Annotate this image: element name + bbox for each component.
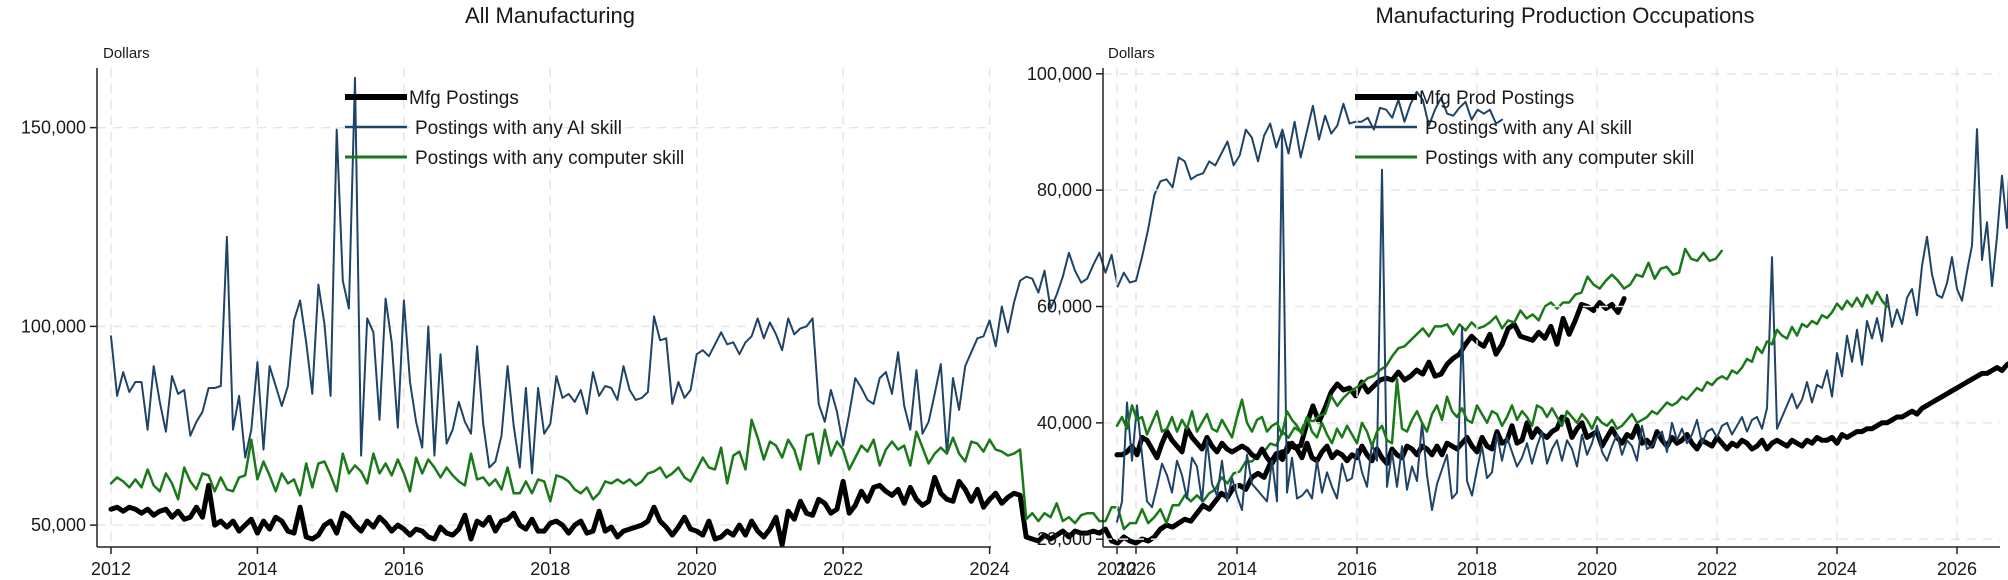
grid-lines <box>1103 68 2000 545</box>
x-tick-label: 2026 <box>1116 559 1156 579</box>
tick-labels: 20,000 40,000 60,000 80,000 100,000 2012 2014 2… <box>1027 64 1977 579</box>
series-lines <box>108 76 1723 548</box>
x-tick-label: 2020 <box>1577 559 1617 579</box>
chart-title: Manufacturing Production Occupations <box>1375 3 1754 28</box>
x-tick-label: 2022 <box>1697 559 1737 579</box>
y-tick-label: 80,000 <box>1037 180 1092 200</box>
x-tick-label: 2018 <box>530 559 570 579</box>
chart-panel-all-manufacturing: All Manufacturing Dollars 50,000 100,000 1… <box>21 3 1723 579</box>
legend-label: Mfg Prod Postings <box>1419 88 1574 109</box>
y-tick-label: 150,000 <box>21 118 86 138</box>
x-tick-label: 2024 <box>970 559 1010 579</box>
axes <box>1096 68 2000 554</box>
x-tick-label: 2024 <box>1817 559 1857 579</box>
y-axis-unit-label: Dollars <box>103 45 150 62</box>
legend-label: Postings with any AI skill <box>1425 118 1632 139</box>
x-tick-label: 2012 <box>1097 559 1137 579</box>
legend: Mfg Postings Postings with any AI skill Po… <box>345 88 684 169</box>
y-tick-label: 20,000 <box>1037 529 1092 549</box>
series-line-3 <box>109 247 1723 531</box>
x-tick-label: 2026 <box>1937 559 1977 579</box>
y-axis-unit-label: Dollars <box>1108 45 1155 62</box>
series-line-2 <box>1116 128 2008 523</box>
x-tick-label: 2014 <box>1217 559 1257 579</box>
series-line-2 <box>110 76 1504 475</box>
legend: Mfg Prod Postings Postings with any AI sk… <box>1355 88 1694 169</box>
tick-labels: 50,000 100,000 150,000 2012 2014 2016 2018 2020… <box>21 118 1156 579</box>
x-tick-label: 2020 <box>677 559 717 579</box>
legend-label: Mfg Postings <box>409 88 519 109</box>
y-tick-label: 100,000 <box>1027 64 1092 84</box>
series-lines <box>1114 128 2008 523</box>
y-tick-label: 40,000 <box>1037 413 1092 433</box>
y-tick-label: 50,000 <box>31 515 86 535</box>
axes <box>90 68 1137 554</box>
x-tick-label: 2014 <box>237 559 277 579</box>
y-tick-label: 100,000 <box>21 316 86 336</box>
grid-lines <box>97 68 1137 545</box>
legend-label: Postings with any computer skill <box>415 148 684 169</box>
legend-label: Postings with any AI skill <box>415 118 622 139</box>
series-line-3 <box>1115 290 1889 448</box>
x-tick-label: 2012 <box>91 559 131 579</box>
x-tick-label: 2018 <box>1457 559 1497 579</box>
series-line-1 <box>1114 361 2008 467</box>
x-tick-label: 2022 <box>823 559 863 579</box>
x-tick-label: 2016 <box>384 559 424 579</box>
legend-label: Postings with any computer skill <box>1425 148 1694 169</box>
x-tick-label: 2016 <box>1337 559 1377 579</box>
chart-title: All Manufacturing <box>465 3 635 28</box>
chart-panel-manufacturing-production: Manufacturing Production Occupations Dol… <box>1027 3 2008 579</box>
y-tick-label: 60,000 <box>1037 297 1092 317</box>
series-line-1 <box>108 296 1627 548</box>
